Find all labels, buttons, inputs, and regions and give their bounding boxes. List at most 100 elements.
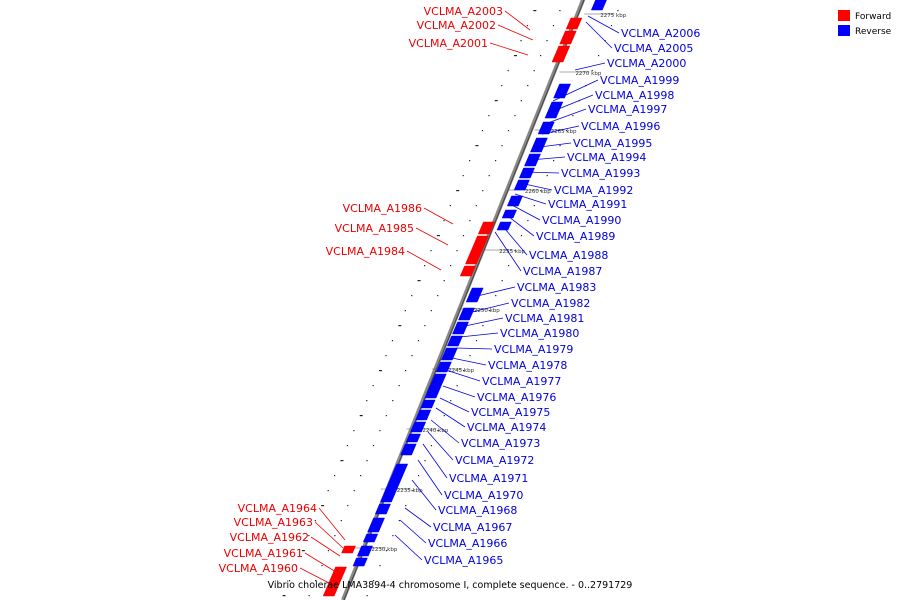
reverse-gene-block[interactable] bbox=[435, 361, 452, 373]
reverse-gene-block[interactable] bbox=[367, 517, 385, 533]
reverse-gene-label[interactable]: VCLMA_A1991 bbox=[548, 198, 627, 211]
forward-gene-block[interactable] bbox=[565, 17, 583, 30]
reverse-gene-block[interactable] bbox=[405, 433, 421, 443]
reverse-gene-label[interactable]: VCLMA_A1981 bbox=[505, 312, 584, 325]
reverse-gene-label[interactable]: VCLMA_A1965 bbox=[424, 554, 503, 567]
reverse-gene-label[interactable]: VCLMA_A1989 bbox=[536, 230, 615, 243]
track-dot bbox=[436, 235, 440, 237]
reverse-gene-label[interactable]: VCLMA_A1983 bbox=[517, 281, 596, 294]
track-dot bbox=[540, 55, 542, 57]
reverse-gene-block[interactable] bbox=[362, 533, 379, 543]
reverse-gene-label[interactable]: VCLMA_A1996 bbox=[581, 120, 660, 133]
reverse-gene-block[interactable] bbox=[506, 195, 523, 207]
reverse-gene-block[interactable] bbox=[537, 121, 555, 135]
forward-gene-block[interactable] bbox=[465, 235, 489, 265]
reverse-gene-block[interactable] bbox=[513, 179, 530, 191]
reverse-gene-label[interactable]: VCLMA_A1973 bbox=[461, 437, 540, 450]
track-dot bbox=[514, 250, 516, 252]
track-dot bbox=[308, 595, 310, 597]
track-dot bbox=[360, 475, 362, 477]
reverse-gene-leader bbox=[455, 347, 493, 350]
reverse-gene-label[interactable]: VCLMA_A1976 bbox=[477, 391, 556, 404]
forward-gene-label[interactable]: VCLMA_A1984 bbox=[326, 245, 405, 258]
forward-gene-leader bbox=[299, 567, 334, 586]
reverse-gene-label[interactable]: VCLMA_A1977 bbox=[482, 375, 561, 388]
track-dot bbox=[424, 265, 426, 267]
track-dot bbox=[385, 550, 388, 552]
reverse-gene-label[interactable]: VCLMA_A1972 bbox=[455, 454, 534, 467]
reverse-gene-label[interactable]: VCLMA_A1975 bbox=[471, 406, 550, 419]
forward-gene-block[interactable] bbox=[459, 265, 476, 277]
reverse-gene-label[interactable]: VCLMA_A1995 bbox=[573, 137, 652, 150]
reverse-gene-label[interactable]: VCLMA_A1979 bbox=[494, 343, 573, 356]
reverse-gene-block[interactable] bbox=[380, 463, 409, 503]
track-dot bbox=[404, 310, 406, 312]
forward-gene-label[interactable]: VCLMA_A1985 bbox=[335, 222, 414, 235]
reverse-gene-label[interactable]: VCLMA_A2000 bbox=[607, 57, 686, 70]
reverse-gene-label[interactable]: VCLMA_A1993 bbox=[561, 167, 640, 180]
reverse-gene-block[interactable] bbox=[356, 545, 373, 557]
reverse-gene-label[interactable]: VCLMA_A1987 bbox=[523, 265, 602, 278]
reverse-gene-block[interactable] bbox=[424, 373, 447, 399]
forward-gene-label[interactable]: VCLMA_A1963 bbox=[234, 516, 313, 529]
reverse-gene-label[interactable]: VCLMA_A1967 bbox=[433, 521, 512, 534]
reverse-gene-block[interactable] bbox=[496, 221, 512, 231]
reverse-gene-block[interactable] bbox=[544, 101, 564, 119]
reverse-gene-label[interactable]: VCLMA_A1971 bbox=[449, 472, 528, 485]
reverse-gene-label[interactable]: VCLMA_A1966 bbox=[428, 537, 507, 550]
reverse-gene-block[interactable] bbox=[452, 321, 469, 335]
reverse-gene-label[interactable]: VCLMA_A1997 bbox=[588, 103, 667, 116]
reverse-gene-block[interactable] bbox=[374, 503, 391, 515]
reverse-gene-block[interactable] bbox=[465, 287, 484, 303]
forward-gene-label[interactable]: VCLMA_A1960 bbox=[219, 562, 298, 575]
reverse-gene-label[interactable]: VCLMA_A1999 bbox=[600, 74, 679, 87]
reverse-gene-label[interactable]: VCLMA_A1990 bbox=[542, 214, 621, 227]
forward-gene-block[interactable] bbox=[477, 221, 495, 235]
forward-gene-block[interactable] bbox=[341, 545, 356, 554]
track-dot bbox=[366, 400, 368, 402]
reverse-gene-leader bbox=[464, 317, 504, 327]
forward-gene-block[interactable] bbox=[551, 45, 571, 63]
reverse-gene-block[interactable] bbox=[420, 399, 436, 409]
track-dot bbox=[450, 265, 452, 267]
forward-gene-label[interactable]: VCLMA_A2001 bbox=[409, 37, 488, 50]
forward-gene-label[interactable]: VCLMA_A1961 bbox=[224, 547, 303, 560]
reverse-gene-label[interactable]: VCLMA_A1988 bbox=[529, 249, 608, 262]
forward-gene-block[interactable] bbox=[559, 30, 577, 45]
reverse-gene-block[interactable] bbox=[501, 209, 517, 219]
reverse-gene-leader bbox=[427, 431, 454, 461]
reverse-gene-label[interactable]: VCLMA_A2006 bbox=[621, 27, 700, 40]
forward-gene-block[interactable] bbox=[322, 566, 347, 597]
reverse-gene-block[interactable] bbox=[530, 137, 548, 153]
reverse-gene-label[interactable]: VCLMA_A1974 bbox=[467, 421, 546, 434]
reverse-gene-label[interactable]: VCLMA_A1982 bbox=[511, 297, 590, 310]
forward-gene-label[interactable]: VCLMA_A1986 bbox=[343, 202, 422, 215]
reverse-gene-block[interactable] bbox=[458, 307, 475, 321]
reverse-gene-block[interactable] bbox=[400, 443, 417, 456]
reverse-gene-block[interactable] bbox=[590, 0, 608, 11]
tick-label: 2260 kbp bbox=[525, 189, 551, 195]
reverse-gene-label[interactable]: VCLMA_A1994 bbox=[567, 151, 646, 164]
reverse-gene-block[interactable] bbox=[553, 83, 571, 99]
reverse-gene-block[interactable] bbox=[410, 421, 427, 433]
reverse-gene-label[interactable]: VCLMA_A2005 bbox=[614, 42, 693, 55]
track-dot bbox=[424, 460, 426, 462]
forward-gene-label[interactable]: VCLMA_A2002 bbox=[417, 19, 496, 32]
reverse-gene-label[interactable]: VCLMA_A1992 bbox=[554, 184, 633, 197]
forward-gene-label[interactable]: VCLMA_A2003 bbox=[424, 5, 503, 18]
legend-swatch-reverse bbox=[838, 25, 850, 36]
reverse-gene-label[interactable]: VCLMA_A1970 bbox=[444, 489, 523, 502]
reverse-gene-block[interactable] bbox=[352, 557, 368, 567]
legend-label-forward: Forward bbox=[855, 12, 891, 22]
forward-gene-label[interactable]: VCLMA_A1964 bbox=[238, 502, 317, 515]
reverse-gene-label[interactable]: VCLMA_A1968 bbox=[438, 504, 517, 517]
reverse-gene-block[interactable] bbox=[446, 335, 463, 347]
reverse-gene-label[interactable]: VCLMA_A1978 bbox=[488, 359, 567, 372]
track-dot bbox=[450, 400, 452, 402]
reverse-gene-label[interactable]: VCLMA_A1998 bbox=[595, 89, 674, 102]
reverse-gene-block[interactable] bbox=[518, 167, 535, 179]
reverse-gene-block[interactable] bbox=[415, 409, 432, 421]
reverse-gene-label[interactable]: VCLMA_A1980 bbox=[500, 327, 579, 340]
forward-gene-label[interactable]: VCLMA_A1962 bbox=[230, 531, 309, 544]
tick-label: 2275 kbp bbox=[600, 13, 626, 19]
